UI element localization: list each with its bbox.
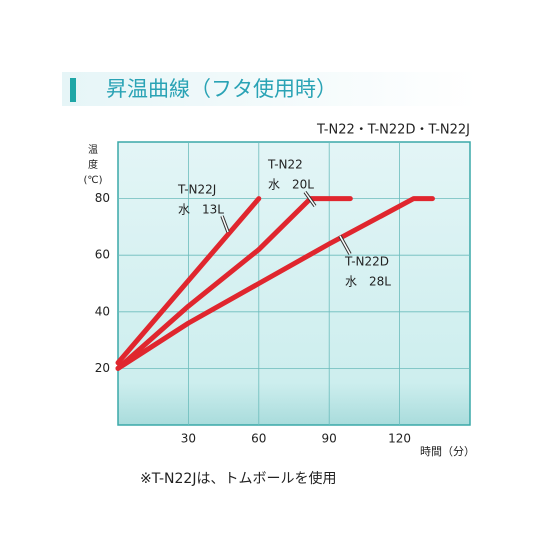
x-tick-label: 120 <box>388 432 411 446</box>
y-axis-label: (℃) <box>83 175 102 186</box>
y-tick-label: 20 <box>95 361 110 375</box>
series-note: 水 28L <box>345 275 391 289</box>
x-axis-label: 時間（分） <box>420 445 475 458</box>
chart-subtitle: T-N22・T-N22D・T-N22J <box>316 123 470 138</box>
x-tick-label: 30 <box>181 432 196 446</box>
x-tick-label: 60 <box>251 432 266 446</box>
y-axis-label: 度 <box>88 158 98 171</box>
title-accent <box>70 78 76 102</box>
legend-label: T-N22J <box>177 183 216 197</box>
plot-area <box>117 141 471 426</box>
series-line <box>115 196 353 371</box>
legend-label: T-N22D <box>344 255 389 269</box>
series-line <box>115 196 262 366</box>
legend-label: T-N22 <box>267 158 303 172</box>
footnote: ※T-N22Jは、トムボールを使用 <box>140 470 336 487</box>
chart-title: 昇温曲線（フタ使用時） <box>106 77 337 101</box>
series-note: 水 13L <box>178 203 224 217</box>
x-tick-label: 90 <box>322 432 337 446</box>
title-band <box>62 72 478 106</box>
leader-line <box>221 215 229 233</box>
series-line <box>115 196 435 371</box>
y-axis-label: 温 <box>88 144 98 156</box>
y-tick-label: 60 <box>95 248 110 262</box>
leader-line <box>339 235 351 255</box>
y-tick-label: 80 <box>95 191 110 205</box>
leader-line <box>304 191 316 207</box>
y-tick-label: 40 <box>95 304 110 318</box>
series-note: 水 20L <box>268 178 314 192</box>
